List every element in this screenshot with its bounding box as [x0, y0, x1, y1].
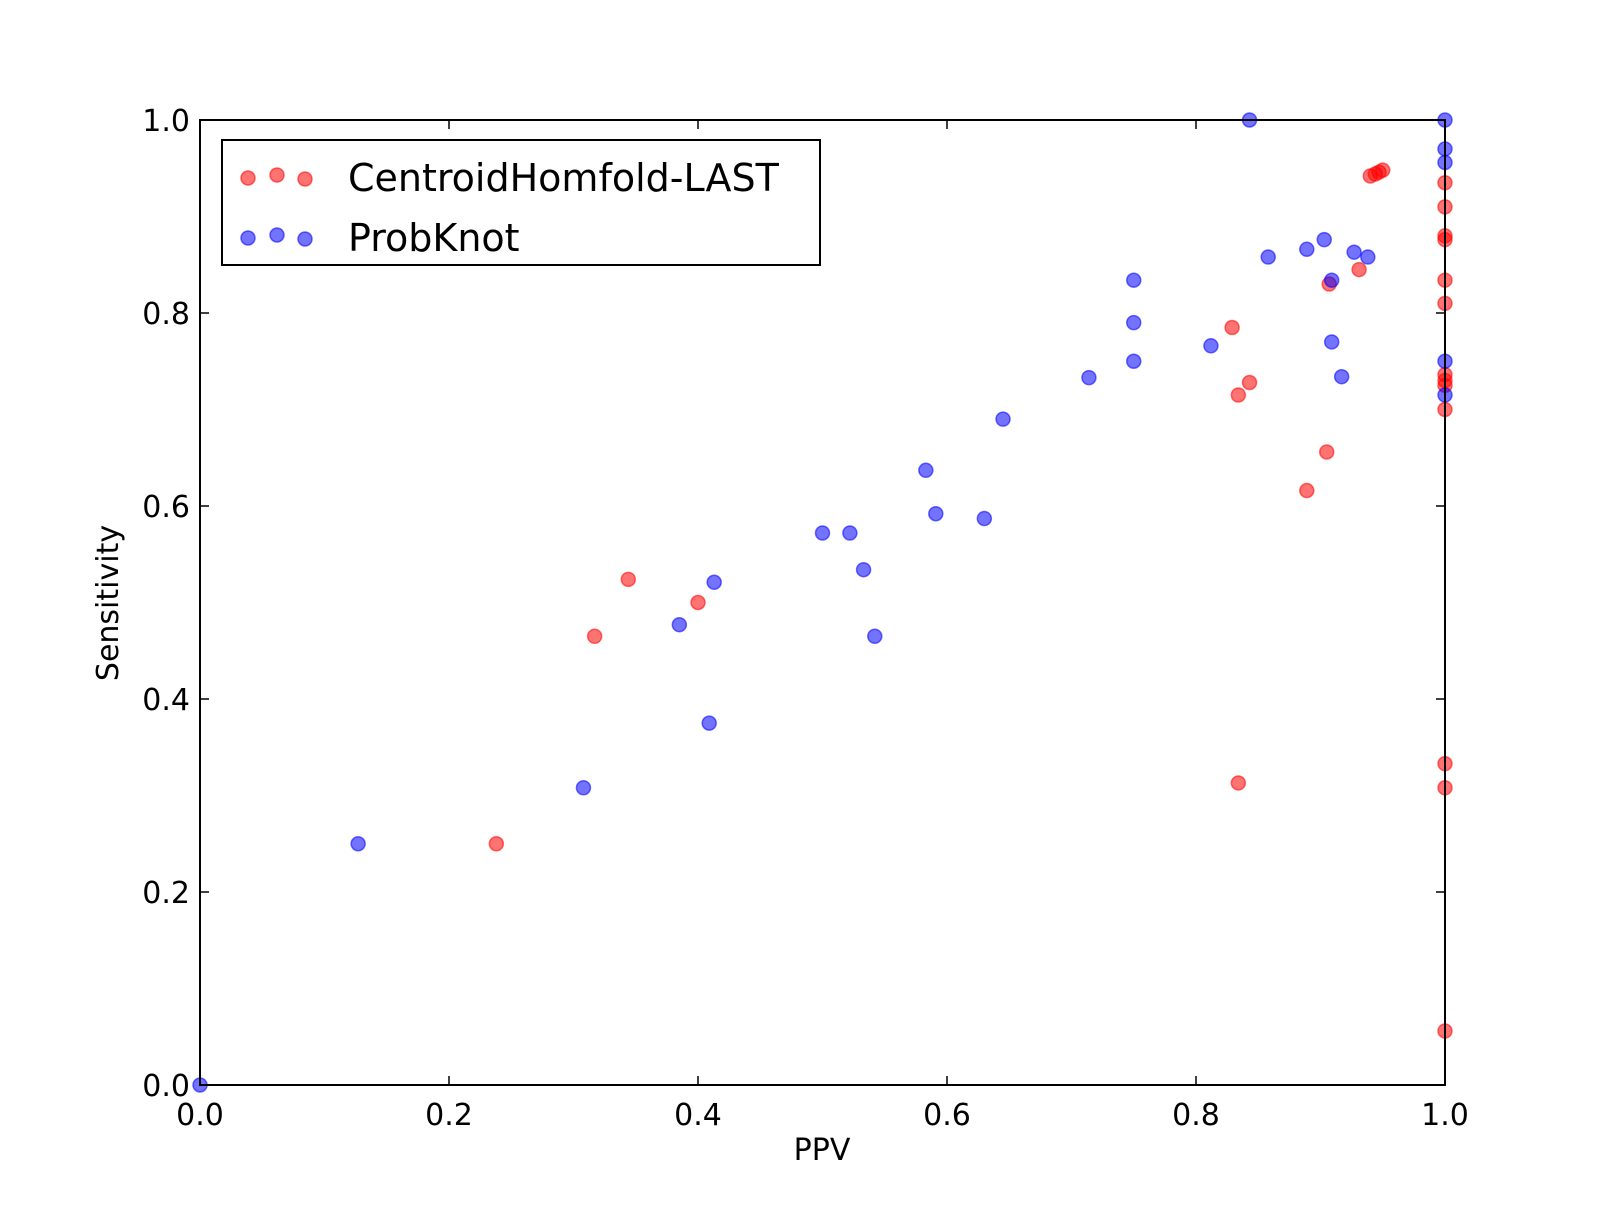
data-point: [1323, 272, 1340, 288]
data-point: [842, 525, 858, 541]
data-point: [867, 628, 883, 645]
data-point: [701, 715, 717, 731]
legend-marker: [297, 171, 313, 187]
data-point: [690, 594, 706, 611]
data-point: [575, 780, 592, 796]
data-point: [1346, 244, 1362, 260]
data-point: [350, 836, 366, 852]
legend-marker: [240, 170, 256, 186]
data-point: [1316, 231, 1332, 248]
data-point: [1241, 374, 1258, 391]
y-tick-label: 0.8: [142, 297, 190, 332]
y-tick-label: 1.0: [142, 104, 190, 139]
data-point: [1318, 444, 1335, 460]
data-point: [1224, 319, 1240, 336]
data-point: [488, 836, 505, 852]
data-point: [1323, 334, 1340, 350]
y-tick-label: 0.0: [142, 1069, 190, 1104]
data-point: [1126, 353, 1142, 369]
legend-marker: [240, 230, 256, 246]
x-tick-label: 0.0: [176, 1098, 224, 1133]
legend-item: ProbKnot: [240, 216, 520, 260]
y-tick-label: 0.2: [142, 876, 190, 911]
x-tick-label: 0.4: [674, 1098, 722, 1133]
legend-marker: [269, 227, 285, 243]
legend-entries: CentroidHomfold-LAST ProbKnot: [240, 156, 780, 260]
y-tick-label: 0.4: [142, 683, 190, 718]
x-tick-label: 0.8: [1172, 1098, 1220, 1133]
data-point: [1299, 241, 1315, 258]
data-point: [586, 628, 603, 645]
x-tick-label: 0.2: [425, 1098, 473, 1133]
data-point: [1351, 261, 1367, 278]
data-point: [855, 561, 872, 578]
legend-marker: [297, 231, 313, 247]
marks-layer: [192, 112, 1453, 1093]
data-point: [928, 505, 944, 522]
data-point: [1126, 314, 1142, 331]
series-0: [488, 162, 1453, 1039]
data-point: [814, 525, 831, 541]
data-point: [620, 571, 637, 588]
data-point: [1375, 162, 1391, 178]
data-point: [1081, 369, 1097, 386]
x-axis-label: PPV: [794, 1133, 851, 1168]
x-tick-label: 0.6: [923, 1098, 971, 1133]
data-point: [1333, 368, 1350, 385]
legend-box: [221, 139, 821, 266]
data-point: [706, 574, 722, 590]
legend: CentroidHomfold-LAST ProbKnot: [221, 139, 821, 266]
data-point: [1299, 482, 1315, 499]
data-point: [1260, 249, 1276, 265]
ticks-layer: 0.0 0.2 0.4 0.6 0.8 1.0 0.0 0.2 0.4 0.6 0.8 1.0: [142, 104, 1469, 1133]
x-tick-label: 1.0: [1421, 1098, 1469, 1133]
data-point: [1230, 775, 1247, 791]
legend-marker: [269, 167, 285, 183]
y-axis-label: Sensitivity: [91, 525, 126, 681]
data-point: [918, 462, 934, 479]
y-tick-label: 0.6: [142, 490, 190, 525]
data-point: [1126, 272, 1142, 288]
data-point: [671, 616, 688, 633]
data-point: [1230, 387, 1247, 403]
legend-item: CentroidHomfold-LAST: [240, 156, 780, 200]
data-point: [976, 510, 993, 527]
data-point: [1360, 249, 1376, 265]
series-1: [192, 112, 1453, 1093]
data-point: [1203, 338, 1219, 354]
data-point: [995, 411, 1011, 427]
plot-frame: [199, 119, 1446, 1086]
legend-label: CentroidHomfold-LAST: [348, 156, 780, 200]
legend-label: ProbKnot: [348, 216, 520, 260]
